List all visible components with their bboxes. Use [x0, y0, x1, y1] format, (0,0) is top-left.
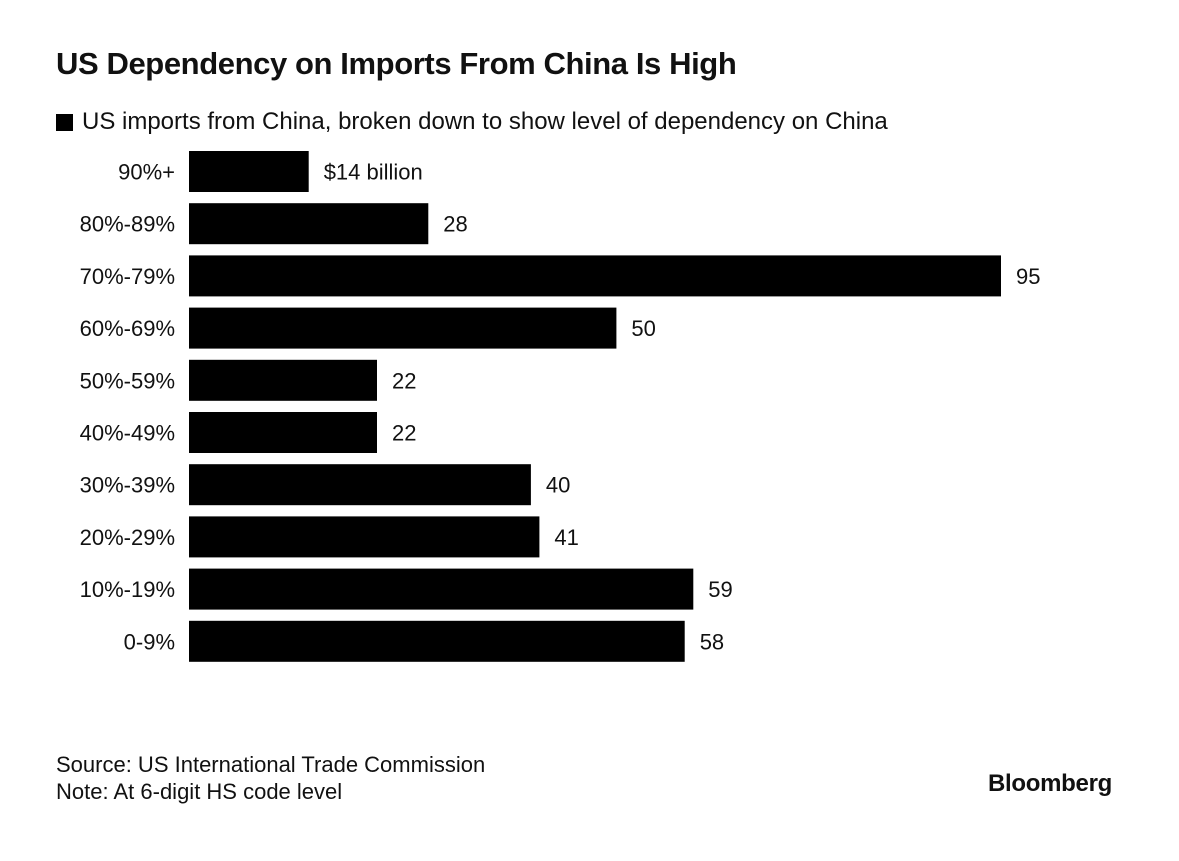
- category-label: 90%+: [118, 160, 175, 185]
- category-label: 20%-29%: [80, 525, 175, 550]
- bar-60%-69%: [189, 307, 617, 349]
- category-label: 10%-19%: [80, 577, 175, 602]
- bar-70%-79%: [189, 255, 1001, 297]
- bar-30%-39%: [189, 464, 531, 506]
- source-text: Source: US International Trade Commissio…: [56, 752, 486, 777]
- category-label: 60%-69%: [80, 316, 175, 341]
- category-label: 30%-39%: [80, 473, 175, 498]
- bar-80%-89%: [189, 203, 429, 245]
- legend-label: US imports from China, broken down to sh…: [82, 108, 888, 135]
- value-label: 59: [708, 577, 732, 602]
- footer-notes: Source: US International Trade Commissio…: [56, 751, 485, 805]
- value-label: 28: [443, 212, 467, 237]
- bar-0-9%: [189, 620, 685, 662]
- bloomberg-logo: Bloomberg: [988, 770, 1112, 797]
- chart-legend: US imports from China, broken down to sh…: [56, 108, 888, 136]
- bar-50%-59%: [189, 359, 377, 401]
- category-label: 50%-59%: [80, 368, 175, 393]
- legend-swatch: [56, 113, 73, 131]
- value-label: 22: [392, 368, 416, 393]
- bar-10%-19%: [189, 568, 694, 610]
- bar-20%-29%: [189, 516, 540, 558]
- category-label: 70%-79%: [80, 264, 175, 289]
- chart-title: US Dependency on Imports From China Is H…: [56, 46, 737, 81]
- value-label: 95: [1016, 264, 1040, 289]
- note-text: Note: At 6-digit HS code level: [56, 779, 343, 804]
- category-label: 80%-89%: [80, 212, 175, 237]
- bar-90%+: [189, 151, 309, 192]
- value-label: 22: [392, 421, 416, 446]
- value-label: 58: [700, 629, 724, 654]
- value-label: 40: [546, 473, 570, 498]
- value-label: 50: [631, 316, 655, 341]
- value-label: 41: [554, 525, 578, 550]
- category-label: 0-9%: [124, 629, 175, 654]
- bar-40%-49%: [189, 412, 377, 453]
- value-label: $14 billion: [324, 160, 423, 185]
- category-label: 40%-49%: [80, 421, 175, 446]
